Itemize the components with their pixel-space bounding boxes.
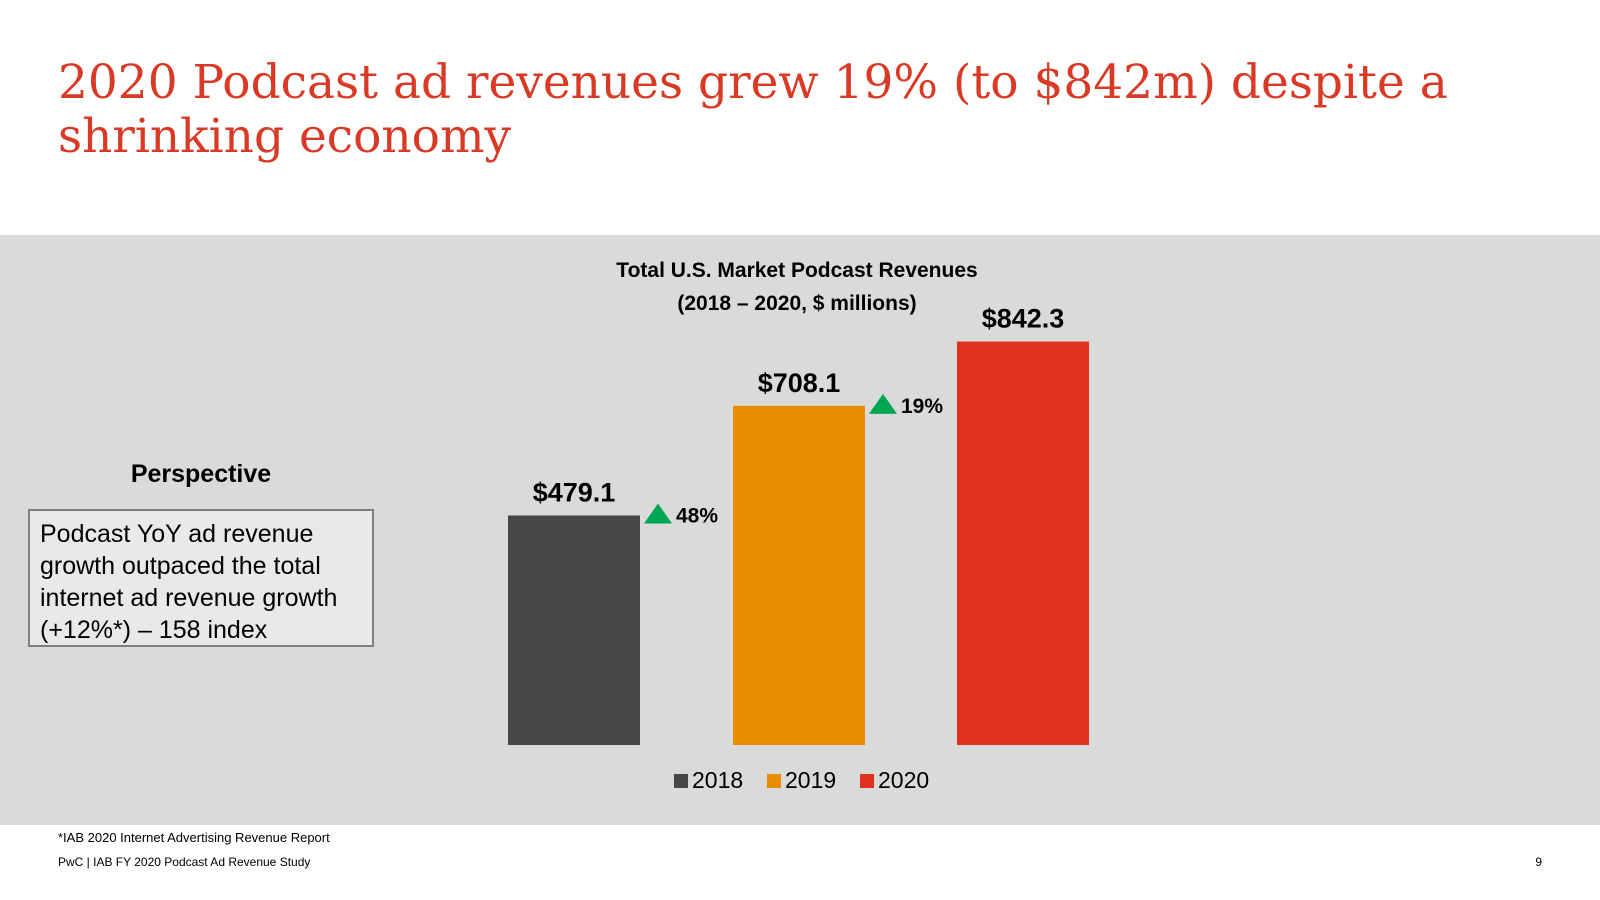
legend-label-2018: 2018 xyxy=(692,767,743,793)
legend-label-2020: 2020 xyxy=(878,767,929,793)
legend-label-2019: 2019 xyxy=(785,767,836,793)
chart-title: Total U.S. Market Podcast Revenues xyxy=(616,259,977,282)
legend-swatch-2018 xyxy=(674,774,688,788)
growth-label-2: 19% xyxy=(901,395,943,418)
growth-arrow-icon-1 xyxy=(644,503,672,524)
value-label-2019: $708.1 xyxy=(758,368,841,398)
legend-swatch-2020 xyxy=(860,774,874,788)
bar-2019 xyxy=(733,405,865,745)
perspective-box: Podcast YoY ad revenue growth outpaced t… xyxy=(28,509,374,647)
bar-2018 xyxy=(508,515,640,745)
perspective-text: Podcast YoY ad revenue growth outpaced t… xyxy=(40,520,338,644)
value-label-2020: $842.3 xyxy=(982,304,1065,334)
growth-arrow-icon-2 xyxy=(869,393,897,414)
footer-source: PwC | IAB FY 2020 Podcast Ad Revenue Stu… xyxy=(58,855,311,869)
value-label-2018: $479.1 xyxy=(533,478,616,508)
page-number: 9 xyxy=(1535,855,1542,869)
bar-2020 xyxy=(957,341,1089,745)
perspective-title: Perspective xyxy=(130,460,272,488)
footnote: *IAB 2020 Internet Advertising Revenue R… xyxy=(58,830,330,845)
chart-subtitle: (2018 – 2020, $ millions) xyxy=(677,292,916,315)
page-title: 2020 Podcast ad revenues grew 19% (to $8… xyxy=(58,55,1448,164)
growth-label-1: 48% xyxy=(676,505,718,528)
legend-swatch-2019 xyxy=(767,774,781,788)
